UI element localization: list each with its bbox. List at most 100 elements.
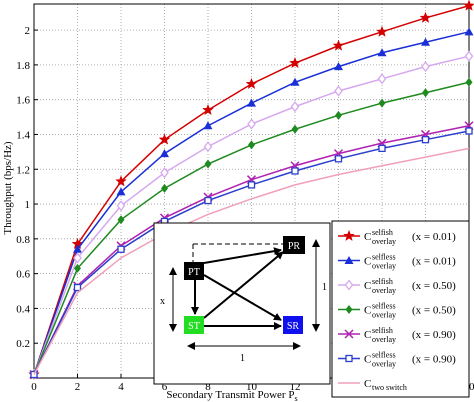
data-point-marker bbox=[116, 187, 126, 196]
data-point-marker bbox=[289, 56, 301, 69]
y-tick-label: 0.8 bbox=[16, 234, 30, 246]
series-line bbox=[33, 147, 470, 375]
data-point-marker bbox=[73, 244, 82, 253]
legend-subscript: overlay bbox=[372, 262, 396, 271]
data-point-marker bbox=[73, 283, 82, 292]
legend-parameter: (x = 0.01) bbox=[412, 256, 456, 268]
data-point-marker bbox=[422, 88, 429, 98]
legend-subscript: overlay bbox=[372, 335, 396, 344]
data-point-marker bbox=[203, 121, 213, 130]
node-sr-label: SR bbox=[287, 321, 300, 332]
data-point-marker bbox=[248, 140, 255, 150]
data-point-marker bbox=[343, 229, 355, 242]
data-point-marker bbox=[247, 98, 256, 107]
legend-label: C bbox=[364, 354, 371, 366]
system-model-inset: PT PR ST SR x 1 1 bbox=[153, 222, 331, 385]
legend-subscript: overlay bbox=[372, 286, 396, 295]
y-tick-label: 1 bbox=[25, 199, 31, 211]
data-point-marker bbox=[160, 149, 169, 158]
label-x: x bbox=[160, 296, 165, 307]
data-point-marker bbox=[334, 85, 343, 97]
data-point-marker bbox=[202, 103, 214, 116]
data-point-marker bbox=[421, 61, 430, 73]
data-point-marker bbox=[73, 252, 82, 264]
data-point-marker bbox=[160, 167, 169, 179]
data-point-marker bbox=[203, 141, 213, 153]
data-point-marker bbox=[332, 39, 345, 51]
data-point-marker bbox=[204, 196, 212, 205]
y-tick-label: 2 bbox=[25, 25, 31, 37]
data-point-marker bbox=[291, 167, 299, 175]
data-point-marker bbox=[247, 181, 256, 189]
legend-superscript: selfless bbox=[372, 302, 396, 311]
arrow-pt-sr bbox=[203, 274, 282, 321]
legend-superscript: selfish bbox=[372, 277, 393, 286]
legend-label: C bbox=[364, 305, 371, 317]
legend-superscript: selfless bbox=[372, 351, 396, 360]
legend-subscript: two switch bbox=[372, 383, 407, 392]
x-tick-label: 0 bbox=[31, 381, 37, 393]
data-point-marker bbox=[245, 77, 258, 90]
y-tick-label: 1.4 bbox=[16, 129, 30, 141]
series-lines bbox=[28, 0, 474, 381]
data-point-marker bbox=[204, 159, 212, 169]
data-point-marker bbox=[335, 110, 342, 120]
data-point-marker bbox=[377, 48, 387, 57]
data-point-marker bbox=[378, 144, 386, 153]
x-axis-label: Secondary Transmit Power Ps bbox=[166, 389, 297, 402]
data-point-marker bbox=[344, 329, 354, 339]
legend-superscript: selfish bbox=[372, 326, 393, 335]
data-point-marker bbox=[464, 27, 474, 36]
legend-parameter: (x = 0.50) bbox=[412, 280, 456, 292]
data-point-marker bbox=[345, 354, 353, 363]
data-point-marker bbox=[378, 98, 386, 108]
data-point-marker bbox=[30, 370, 38, 379]
node-pt-label: PT bbox=[188, 267, 200, 278]
node-sr bbox=[283, 316, 303, 334]
data-point-marker bbox=[117, 215, 125, 225]
data-point-marker bbox=[115, 175, 127, 187]
data-point-marker bbox=[421, 37, 430, 46]
data-point-marker bbox=[334, 155, 343, 163]
data-point-marker bbox=[74, 263, 81, 273]
legend-parameter: (x = 0.50) bbox=[412, 305, 456, 317]
label-1-vertical: 1 bbox=[322, 282, 327, 293]
data-point-marker bbox=[463, 0, 474, 11]
legend-parameter: (x = 0.90) bbox=[412, 354, 456, 366]
y-tick-label: 1.6 bbox=[16, 95, 30, 107]
data-point-marker bbox=[247, 118, 256, 130]
y-tick-label: 0.6 bbox=[16, 269, 30, 281]
legend-label: C bbox=[364, 280, 371, 292]
data-point-marker bbox=[465, 77, 473, 87]
data-point-marker bbox=[117, 245, 125, 253]
y-tick-label: 1.2 bbox=[16, 164, 30, 176]
data-point-marker bbox=[464, 50, 474, 62]
node-pt bbox=[184, 262, 204, 280]
legend-parameter: (x = 0.90) bbox=[412, 329, 456, 341]
arrow-pt-pr bbox=[203, 247, 282, 264]
legend-label: C bbox=[364, 231, 371, 243]
data-point-marker bbox=[377, 73, 387, 85]
legend-subscript: overlay bbox=[372, 360, 396, 369]
legend-label: C bbox=[364, 378, 371, 390]
data-point-marker bbox=[465, 127, 473, 135]
x-tick-label: 10 bbox=[246, 381, 258, 393]
data-point-marker bbox=[421, 136, 430, 144]
y-tick-label: 1.8 bbox=[16, 60, 30, 72]
x-tick-label: 2 bbox=[75, 381, 81, 393]
arrow-st-pr bbox=[203, 251, 284, 319]
series-group bbox=[33, 147, 470, 375]
legend-label: C bbox=[364, 329, 371, 341]
legend-superscript: selfish bbox=[372, 228, 393, 237]
data-point-marker bbox=[419, 11, 432, 23]
y-axis-label: Throughput (bps/Hz) bbox=[2, 141, 14, 235]
y-tick-label: 0.4 bbox=[16, 303, 30, 315]
data-point-marker bbox=[344, 279, 354, 291]
grid-lines bbox=[34, 4, 469, 378]
